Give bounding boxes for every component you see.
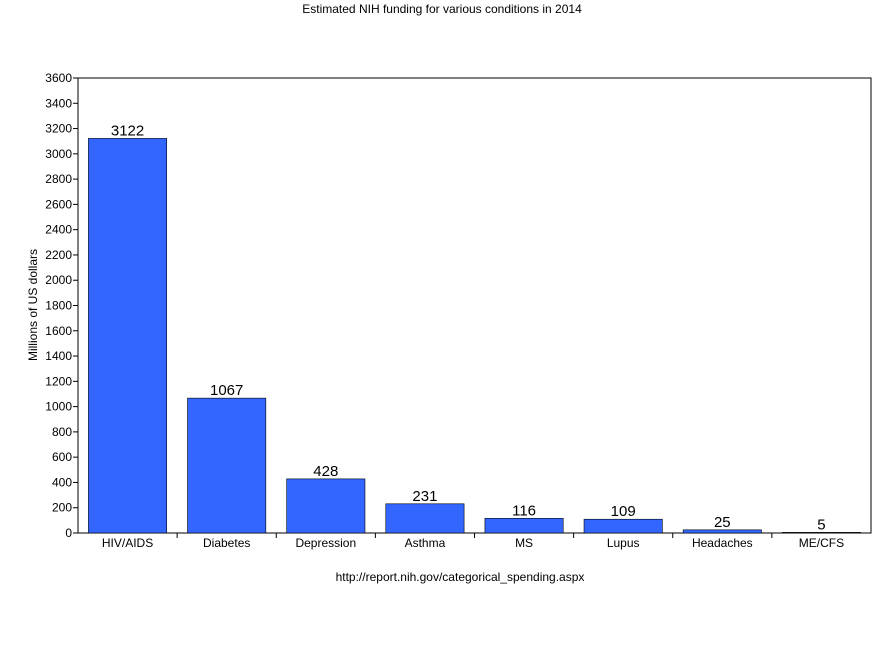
y-tick-label: 1400 (45, 349, 72, 363)
y-tick-label: 1000 (45, 400, 72, 414)
bar (385, 503, 465, 534)
bar (682, 529, 762, 534)
y-tick-label: 800 (52, 425, 72, 439)
bar (187, 397, 267, 534)
x-tick-label: Headaches (692, 536, 753, 550)
data-labels: 3122 1067 428 231 116 109 25 5 (111, 122, 826, 533)
y-tick-label: 0 (65, 526, 72, 540)
chart-title: Estimated NIH funding for various condit… (302, 2, 582, 16)
data-label: 5 (817, 516, 825, 533)
y-tick-label: 400 (52, 475, 72, 489)
y-axis: 0 200 400 600 800 1000 1200 1400 1600 1800 2000 220… (45, 71, 78, 540)
x-tick-label: Diabetes (203, 536, 250, 550)
bars (88, 138, 861, 534)
x-axis-label: http://report.nih.gov/categorical_spendi… (336, 570, 585, 584)
y-tick-label: 3600 (45, 71, 72, 85)
bar (583, 518, 663, 534)
data-label: 3122 (111, 122, 144, 139)
y-tick-label: 2200 (45, 248, 72, 262)
bar (88, 138, 168, 534)
x-tick-label: Asthma (405, 536, 446, 550)
y-tick-label: 200 (52, 501, 72, 515)
x-tick-label: ME/CFS (799, 536, 844, 550)
bar (286, 478, 366, 534)
x-tick-label: Depression (295, 536, 356, 550)
y-tick-label: 2000 (45, 273, 72, 287)
data-label: 109 (611, 503, 636, 520)
y-tick-label: 2800 (45, 172, 72, 186)
x-tick-label: MS (515, 536, 533, 550)
data-label: 428 (313, 463, 338, 480)
y-axis-label: Millions of US dollars (26, 249, 40, 361)
y-tick-label: 600 (52, 450, 72, 464)
data-label: 231 (412, 488, 437, 505)
y-tick-label: 1600 (45, 324, 72, 338)
x-tick-label: Lupus (607, 536, 640, 550)
x-axis: HIV/AIDS Diabetes Depression Asthma MS Lupus H… (102, 533, 844, 550)
y-tick-label: 1800 (45, 299, 72, 313)
y-tick-label: 3200 (45, 122, 72, 136)
y-tick-label: 2400 (45, 223, 72, 237)
data-label: 25 (714, 514, 731, 531)
data-label: 116 (512, 502, 536, 519)
y-tick-label: 2600 (45, 197, 72, 211)
data-label: 1067 (210, 382, 243, 399)
y-tick-label: 1200 (45, 374, 72, 388)
bar (484, 518, 564, 534)
y-tick-label: 3400 (45, 96, 72, 110)
bar (781, 532, 861, 534)
y-tick-label: 3000 (45, 147, 72, 161)
x-tick-label: HIV/AIDS (102, 536, 153, 550)
